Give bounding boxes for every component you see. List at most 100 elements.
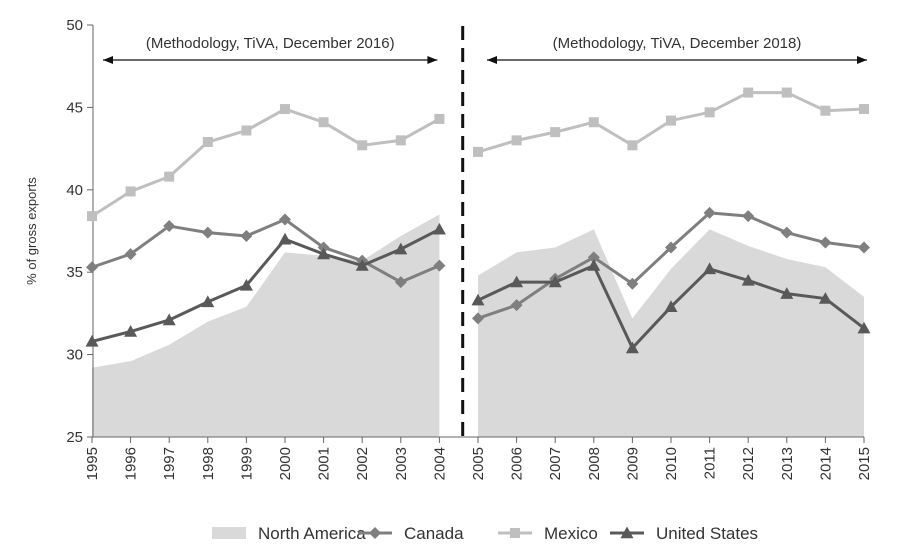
annotation-arrow-head-left xyxy=(487,56,497,64)
y-tick-label: 25 xyxy=(66,429,83,446)
data-point-mexico xyxy=(318,117,329,128)
x-tick-label: 2013 xyxy=(779,447,796,480)
data-point-mexico xyxy=(395,135,406,146)
data-point-canada xyxy=(587,251,600,264)
data-point-united-states xyxy=(587,259,601,271)
legend-marker-canada xyxy=(369,527,381,539)
legend-item-mexico: Mexico xyxy=(498,524,598,543)
legend-layer: North America Canada Mexico United States xyxy=(212,524,758,543)
data-point-canada xyxy=(240,229,253,242)
x-tick-label: 2011 xyxy=(702,447,719,479)
legend-label: North America xyxy=(258,524,366,543)
data-point-united-states xyxy=(818,292,832,304)
data-point-canada xyxy=(279,213,291,226)
legend-swatch-north-america xyxy=(212,527,246,539)
annotation-arrow-head-right xyxy=(857,56,867,64)
data-point-united-states xyxy=(85,334,99,347)
data-point-mexico xyxy=(588,117,599,128)
data-point-united-states xyxy=(162,313,176,326)
axis-layer: 25 30 35 40 45 50 % of gross exports 1995 1996 19… xyxy=(24,17,873,480)
annotation-arrow-head-left xyxy=(103,56,113,64)
x-tick-label: 1997 xyxy=(161,447,178,480)
data-point-united-states xyxy=(857,321,871,334)
data-point-mexico xyxy=(202,137,213,148)
x-tick-label: 1995 xyxy=(84,447,101,480)
y-tick-label: 50 xyxy=(66,17,83,34)
data-point-united-states xyxy=(664,300,678,313)
data-point-mexico xyxy=(434,113,445,124)
data-point-united-states xyxy=(780,287,794,299)
legend-label: Canada xyxy=(404,524,464,543)
x-tick-label: 2015 xyxy=(856,447,873,480)
data-point-united-states xyxy=(278,232,292,245)
data-point-canada xyxy=(86,261,98,274)
data-point-canada xyxy=(510,299,523,312)
data-point-canada xyxy=(472,312,484,325)
y-tick-label: 45 xyxy=(66,99,83,116)
x-tick-label: 1999 xyxy=(238,447,255,480)
series-line-united-states xyxy=(91,228,441,343)
legend-marker-mexico xyxy=(510,528,520,538)
x-tick-label: 2004 xyxy=(431,447,448,480)
series-line-mexico xyxy=(91,107,441,218)
data-point-canada xyxy=(626,277,639,290)
data-point-canada xyxy=(394,276,407,289)
x-tick-label: 2002 xyxy=(354,447,371,480)
data-point-canada xyxy=(124,248,137,261)
data-point-canada xyxy=(742,210,755,223)
data-point-canada xyxy=(703,206,716,219)
data-point-mexico xyxy=(357,140,368,151)
data-point-canada xyxy=(858,241,870,254)
y-axis-title: % of gross exports xyxy=(24,177,39,285)
x-tick-label: 2012 xyxy=(740,447,757,480)
data-point-canada xyxy=(819,236,832,249)
data-point-mexico xyxy=(820,105,831,116)
data-point-united-states xyxy=(471,293,485,306)
legend-item-united-states: United States xyxy=(610,524,758,543)
x-tick-label: 2001 xyxy=(316,447,333,480)
x-tick-label: 1998 xyxy=(200,447,217,480)
x-tick-label: 2010 xyxy=(663,447,680,480)
data-point-united-states xyxy=(394,242,408,255)
data-point-united-states xyxy=(201,295,215,308)
data-point-mexico xyxy=(473,146,483,157)
area-layer xyxy=(92,214,864,437)
data-point-mexico xyxy=(859,104,869,115)
data-point-mexico xyxy=(241,125,252,136)
legend-item-north-america: North America xyxy=(212,524,366,543)
y-tick-label: 40 xyxy=(66,182,83,199)
legend-label: Mexico xyxy=(544,524,598,543)
annotation-label: (Methodology, TiVA, December 2018) xyxy=(553,35,802,52)
data-point-canada xyxy=(163,220,176,233)
area-segment-north-america xyxy=(92,214,440,437)
data-point-united-states xyxy=(239,278,253,291)
data-point-united-states xyxy=(741,273,755,286)
series-layer xyxy=(85,87,871,354)
area-segment-north-america xyxy=(478,229,864,437)
data-point-mexico xyxy=(511,135,522,146)
x-tick-label: 2008 xyxy=(586,447,603,480)
legend-marker-united-states xyxy=(620,526,634,539)
data-point-united-states xyxy=(703,262,717,275)
annotation-label: (Methodology, TiVA, December 2016) xyxy=(146,35,395,52)
x-tick-label: 2009 xyxy=(624,447,641,480)
data-point-mexico xyxy=(704,107,715,118)
data-point-united-states xyxy=(548,275,562,288)
data-point-canada xyxy=(201,226,214,239)
data-point-canada xyxy=(665,241,677,254)
data-point-united-states xyxy=(432,222,446,235)
data-point-united-states xyxy=(124,325,138,337)
y-tick-label: 35 xyxy=(66,264,83,281)
data-point-united-states xyxy=(317,247,331,260)
y-tick-label: 30 xyxy=(66,347,83,364)
data-point-mexico xyxy=(280,104,290,115)
data-point-mexico xyxy=(164,171,175,182)
data-point-mexico xyxy=(125,186,136,197)
data-point-united-states xyxy=(625,341,639,354)
annotation-arrow-head-right xyxy=(427,56,438,64)
data-point-mexico xyxy=(550,127,561,138)
legend-label: United States xyxy=(656,524,758,543)
data-point-united-states xyxy=(355,259,369,271)
data-point-mexico xyxy=(627,140,638,151)
